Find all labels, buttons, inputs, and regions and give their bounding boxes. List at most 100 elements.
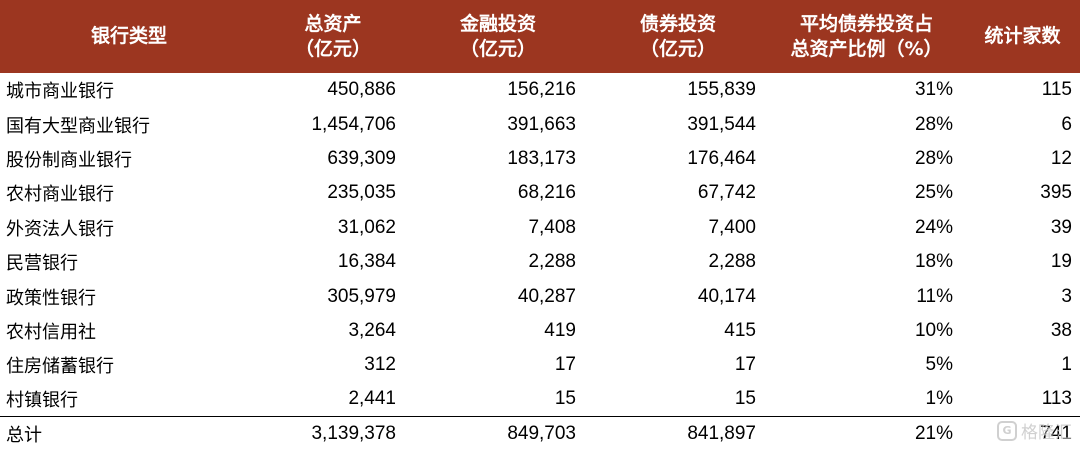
header-total-assets-unit: （亿元） — [294, 37, 371, 60]
bank-type-cell: 农村商业银行 — [6, 184, 114, 206]
total-row: 总计 3,139,378 849,703 841,897 21% 741 — [0, 416, 1080, 451]
header-financial-investment: 金融投资 （亿元） — [408, 0, 588, 73]
header-bond-investment: 债券投资 （亿元） — [588, 0, 768, 73]
table-body: 城市商业银行 450,886 156,216 155,839 31% 115 国有大型商业银… — [0, 73, 1080, 451]
financial-investment-cell: 391,663 — [507, 113, 576, 135]
table-row: 政策性银行 305,979 40,287 40,174 11% 3 — [0, 279, 1080, 313]
table-row: 农村信用社 3,264 419 415 10% 38 — [0, 314, 1080, 348]
bank-type-cell: 政策性银行 — [6, 287, 96, 309]
financial-investment-cell: 7,408 — [528, 216, 576, 238]
bank-count-cell: 38 — [1050, 319, 1072, 341]
table-row: 城市商业银行 450,886 156,216 155,839 31% 115 — [0, 73, 1080, 107]
bank-type-cell: 股份制商业银行 — [6, 149, 132, 171]
financial-investment-cell: 849,703 — [408, 416, 588, 451]
bond-ratio-cell: 25% — [914, 182, 953, 204]
table-row: 外资法人银行 31,062 7,408 7,400 24% 39 — [0, 211, 1080, 245]
bond-investment-cell: 415 — [724, 319, 756, 341]
bank-type-cell: 民营银行 — [6, 253, 78, 275]
bank-type-cell: 村镇银行 — [6, 390, 78, 412]
bank-count-cell: 19 — [1050, 251, 1072, 273]
header-financial-investment-unit: （亿元） — [459, 37, 536, 60]
bond-investment-cell: 40,174 — [697, 285, 756, 307]
bank-type-cell: 住房储蓄银行 — [6, 356, 114, 378]
header-total-assets: 总资产 （亿元） — [258, 0, 408, 73]
financial-investment-cell: 15 — [554, 388, 576, 410]
bank-count-cell: 1 — [1061, 354, 1072, 376]
gelonghui-logo-icon: G — [997, 420, 1017, 441]
header-bond-ratio: 平均债券投资占 总资产比例（%） — [768, 0, 965, 73]
financial-investment-cell: 156,216 — [507, 79, 576, 101]
table-row: 民营银行 16,384 2,288 2,288 18% 19 — [0, 245, 1080, 279]
watermark: G 格隆汇 — [997, 418, 1072, 443]
financial-investment-cell: 2,288 — [528, 251, 576, 273]
bond-investment-cell: 155,839 — [687, 79, 756, 101]
bond-investment-cell: 2,288 — [708, 251, 756, 273]
bank-type-cell: 外资法人银行 — [6, 218, 114, 240]
header-bank-count-label: 统计家数 — [984, 25, 1061, 47]
financial-investment-cell: 40,287 — [517, 285, 576, 307]
total-assets-cell: 2,441 — [348, 388, 396, 410]
header-row: 银行类型 总资产 （亿元） 金融投资 （亿元） 债券投资 （亿元） 平均债券投资… — [0, 0, 1080, 73]
bond-ratio-cell: 28% — [914, 113, 953, 135]
table-header: 银行类型 总资产 （亿元） 金融投资 （亿元） 债券投资 （亿元） 平均债券投资… — [0, 0, 1080, 73]
bond-ratio-cell: 28% — [914, 147, 953, 169]
total-assets-cell: 450,886 — [327, 79, 396, 101]
bank-count-cell: 3 — [1061, 285, 1072, 307]
bank-count-cell: 6 — [1061, 113, 1072, 135]
bank-count-cell: 113 — [1041, 388, 1072, 410]
bank-count-cell: 115 — [1041, 79, 1072, 101]
bond-investment-cell: 67,742 — [697, 182, 756, 204]
bank-count-cell: 741 — [965, 416, 1080, 451]
bank-count-cell: 395 — [1040, 182, 1072, 204]
bank-type-cell: 国有大型商业银行 — [6, 115, 150, 137]
financial-investment-cell: 183,173 — [507, 147, 576, 169]
total-assets-cell: 305,979 — [327, 285, 396, 307]
header-total-assets-label: 总资产 — [304, 12, 362, 35]
financial-investment-cell: 68,216 — [517, 182, 576, 204]
table-row: 村镇银行 2,441 15 15 1% 113 — [0, 383, 1080, 417]
header-bond-investment-unit: （亿元） — [639, 37, 716, 60]
total-assets-cell: 1,454,706 — [311, 113, 396, 135]
bond-ratio-cell: 21% — [768, 416, 965, 451]
bond-ratio-cell: 11% — [916, 285, 953, 307]
header-bank-type: 银行类型 — [0, 0, 258, 73]
total-assets-cell: 639,309 — [327, 147, 396, 169]
total-assets-cell: 312 — [364, 354, 396, 376]
table-row: 住房储蓄银行 312 17 17 5% 1 — [0, 348, 1080, 382]
bank-count-cell: 39 — [1050, 216, 1072, 238]
header-financial-investment-label: 金融投资 — [459, 12, 536, 35]
header-bond-ratio-unit: 总资产比例（%） — [790, 37, 943, 60]
table-row: 股份制商业银行 639,309 183,173 176,464 28% 12 — [0, 142, 1080, 176]
total-assets-cell: 3,139,378 — [258, 416, 408, 451]
bank-type-cell: 农村信用社 — [6, 321, 96, 343]
bond-investment-cell: 841,897 — [588, 416, 768, 451]
total-assets-cell: 16,384 — [337, 251, 396, 273]
total-assets-cell: 235,035 — [327, 182, 396, 204]
financial-investment-cell: 419 — [544, 319, 576, 341]
header-bank-type-label: 银行类型 — [90, 25, 167, 47]
bond-ratio-cell: 1% — [925, 388, 953, 410]
bank-type-cell: 总计 — [0, 416, 258, 451]
bond-investment-cell: 7,400 — [708, 216, 756, 238]
bond-investment-cell: 176,464 — [687, 147, 756, 169]
header-bank-count: 统计家数 — [965, 0, 1080, 73]
bank-count-cell: 12 — [1050, 147, 1072, 169]
bank-type-cell: 城市商业银行 — [6, 81, 114, 103]
total-assets-cell: 31,062 — [337, 216, 396, 238]
bond-ratio-cell: 31% — [914, 79, 953, 101]
table-row: 国有大型商业银行 1,454,706 391,663 391,544 28% 6 — [0, 107, 1080, 141]
financial-investment-cell: 17 — [554, 354, 576, 376]
bond-investment-cell: 17 — [734, 354, 756, 376]
bond-investment-cell: 15 — [734, 388, 756, 410]
bond-ratio-cell: 24% — [914, 216, 953, 238]
bond-ratio-cell: 18% — [914, 251, 953, 273]
bond-investment-cell: 391,544 — [687, 113, 756, 135]
bond-ratio-cell: 10% — [914, 319, 953, 341]
watermark-text: 格隆汇 — [1021, 423, 1072, 443]
header-bond-ratio-label: 平均债券投资占 — [799, 12, 933, 35]
header-bond-investment-label: 债券投资 — [639, 12, 716, 35]
total-assets-cell: 3,264 — [348, 319, 396, 341]
bond-ratio-cell: 5% — [925, 354, 953, 376]
table-row: 农村商业银行 235,035 68,216 67,742 25% 395 — [0, 176, 1080, 210]
